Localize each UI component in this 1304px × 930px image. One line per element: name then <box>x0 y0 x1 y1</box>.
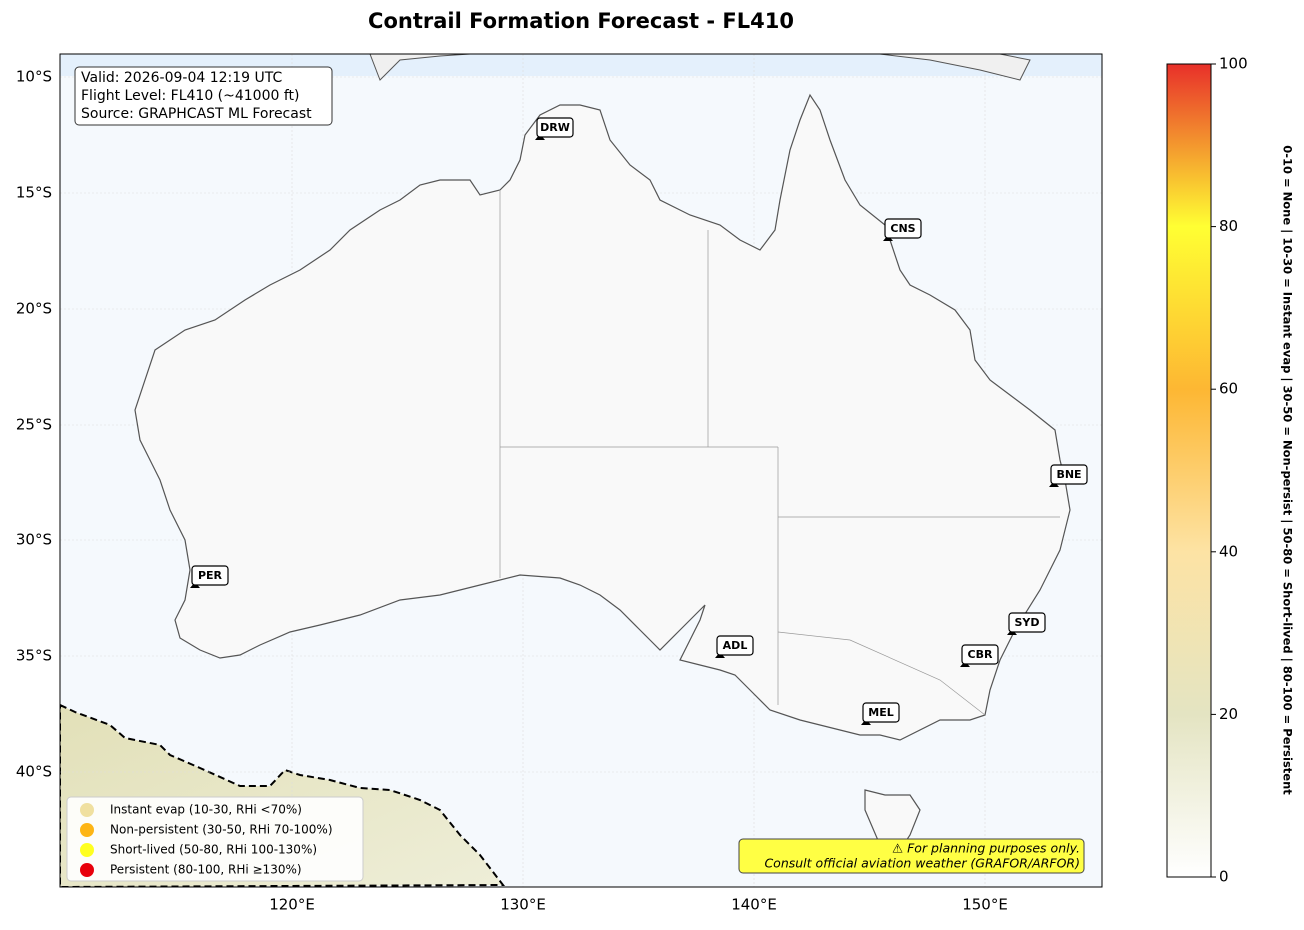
city-label-box <box>961 644 999 665</box>
info-box: Valid: 2026-09-04 12:19 UTC Flight Level:… <box>74 66 333 126</box>
city-label: PER <box>198 569 223 582</box>
tasmania <box>864 789 921 851</box>
legend-label: Persistent (80-100, RHi ≥130%) <box>110 863 302 877</box>
legend-marker <box>80 803 94 817</box>
colorbar-tick-label: 80 <box>1219 217 1238 235</box>
legend-marker <box>80 863 94 877</box>
lat-label: 10°S <box>16 68 52 86</box>
city-label: DRW <box>540 121 570 134</box>
colorbar-tick-label: 60 <box>1219 380 1238 398</box>
colorbar-tick-label: 100 <box>1219 55 1248 73</box>
city-label-box <box>862 702 900 723</box>
lat-label: 15°S <box>16 184 52 202</box>
australia <box>134 93 1071 741</box>
colorbar-tick-label: 40 <box>1219 542 1238 560</box>
state-borders <box>499 190 1060 716</box>
lon-label: 150°E <box>962 896 1008 914</box>
colorbar-label: 0-10 = None | 10-30 = Instant evap | 30-… <box>1281 145 1295 795</box>
map <box>60 54 1102 887</box>
colorbar-tick-label: 20 <box>1219 705 1238 723</box>
info-line: Valid: 2026-09-04 12:19 UTC <box>81 70 282 86</box>
city-label-box <box>716 635 754 656</box>
info-line: Flight Level: FL410 (~41000 ft) <box>81 88 300 104</box>
legend-label: Instant evap (10-30, RHi <70%) <box>110 803 302 817</box>
legend-marker <box>80 823 94 837</box>
city-label: BNE <box>1056 468 1081 481</box>
city-label: CNS <box>890 222 915 235</box>
city-label-box <box>536 117 574 138</box>
lat-label: 40°S <box>16 763 52 781</box>
city-label-box <box>1050 464 1088 485</box>
lon-label: 120°E <box>269 896 315 914</box>
lon-label: 140°E <box>731 896 777 914</box>
map-frame <box>59 53 1103 888</box>
title: Contrail Formation Forecast - FL410 <box>368 9 794 33</box>
legend: Instant evap (10-30, RHi <70%) Non-persis… <box>66 796 364 882</box>
legend-marker <box>80 843 94 857</box>
lon-label: 130°E <box>500 896 546 914</box>
city-label: CBR <box>968 648 993 661</box>
disclaimer: ⚠ For planning purposes only.Consult off… <box>738 838 1085 874</box>
legend-frame <box>66 796 364 882</box>
disclaimer-frame <box>738 838 1085 874</box>
legend-label: Non-persistent (30-50, RHi 70-100%) <box>110 823 333 837</box>
colorbar <box>1166 63 1212 878</box>
colorbar-tick-label: 0 <box>1219 868 1229 886</box>
legend-label: Short-lived (50-80, RHi 100-130%) <box>110 843 317 857</box>
disclaimer-line: Consult official aviation weather (GRAFO… <box>764 856 1080 871</box>
lat-label: 25°S <box>16 416 52 434</box>
city-label-box <box>884 218 922 239</box>
city-label: ADL <box>723 639 748 652</box>
city-label-box <box>1008 612 1046 633</box>
disclaimer-line: ⚠ For planning purposes only. <box>892 841 1080 856</box>
info-frame <box>74 66 333 126</box>
new-guinea <box>369 54 1031 81</box>
city-label: SYD <box>1014 616 1039 629</box>
lat-label: 30°S <box>16 531 52 549</box>
lat-label: 35°S <box>16 647 52 665</box>
city-label-box <box>191 565 229 586</box>
info-line: Source: GRAPHCAST ML Forecast <box>81 106 312 122</box>
city-label: MEL <box>868 706 893 719</box>
lat-label: 20°S <box>16 300 52 318</box>
